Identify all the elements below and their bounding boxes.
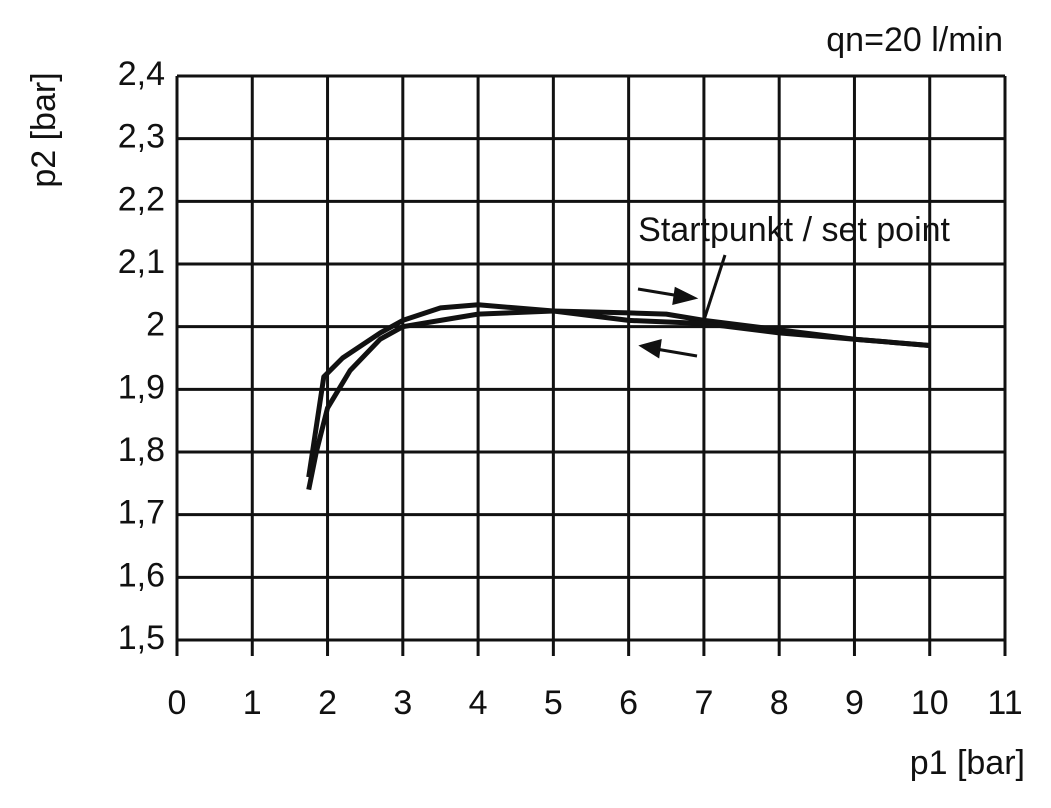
arrow xyxy=(655,347,698,358)
pointer-line xyxy=(702,254,727,321)
y-tick-label: 2 xyxy=(146,306,165,344)
x-tick-label: 10 xyxy=(911,684,949,722)
arrowhead xyxy=(638,338,662,359)
x-tick-label: 7 xyxy=(694,684,713,722)
data-line xyxy=(306,308,930,491)
y-axis-label: p2 [bar] xyxy=(25,72,63,187)
x-tick-label: 9 xyxy=(845,684,864,722)
x-tick-label: 11 xyxy=(987,684,1022,722)
x-tick-label: 5 xyxy=(544,684,563,722)
y-tick-label: 1,8 xyxy=(118,431,165,469)
x-tick-label: 1 xyxy=(243,684,262,722)
y-tick-label: 1,7 xyxy=(118,494,165,532)
y-tick-label: 2,4 xyxy=(118,55,165,93)
x-tick-label: 3 xyxy=(393,684,412,722)
y-tick-label: 2,3 xyxy=(118,118,165,156)
arrow xyxy=(637,287,681,298)
x-axis-label: p1 [bar] xyxy=(910,744,1025,782)
annotation: qn=20 l/min xyxy=(826,21,1003,59)
x-tick-label: 8 xyxy=(770,684,789,722)
annotation-arrows xyxy=(637,254,727,359)
x-tick-label: 4 xyxy=(469,684,488,722)
y-tick-label: 2,1 xyxy=(118,243,165,281)
y-tick-label: 1,9 xyxy=(118,368,165,406)
x-tick-label: 2 xyxy=(318,684,337,722)
y-tick-label: 1,6 xyxy=(118,556,165,594)
y-tick-label: 2,2 xyxy=(118,180,165,218)
arrowhead xyxy=(672,286,699,305)
y-tick-label: 1,5 xyxy=(118,619,165,657)
annotation: Startpunkt / set point xyxy=(638,211,950,249)
x-tick-label: 0 xyxy=(168,684,187,722)
data-line xyxy=(306,302,930,478)
x-tick-label: 6 xyxy=(619,684,638,722)
